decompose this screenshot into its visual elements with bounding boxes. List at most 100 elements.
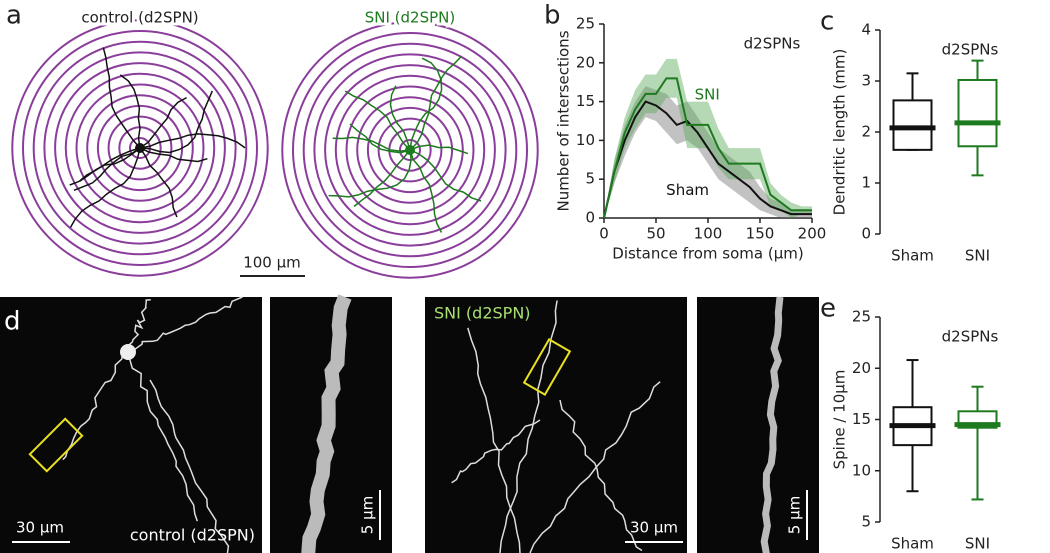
label: control (d2SPN)	[130, 526, 255, 545]
y-tick-label: 2	[861, 123, 871, 141]
chart-title: d2SPNs	[942, 41, 999, 59]
dendrite	[139, 147, 208, 163]
soma	[405, 145, 415, 155]
ring	[22, 30, 258, 266]
ring	[11, 19, 269, 277]
ring	[64, 72, 216, 224]
ring	[366, 106, 454, 194]
soma	[120, 344, 136, 360]
x-tick-label: 200	[798, 225, 827, 243]
label: control (d2SPN)	[81, 9, 198, 27]
scale-label: 30 µm	[630, 519, 678, 537]
scale-label: 30 µm	[16, 519, 64, 537]
process	[467, 327, 521, 553]
y-tick-label: 0	[585, 209, 595, 227]
dendrite	[409, 149, 443, 233]
dendrite	[409, 149, 482, 202]
dendrite	[139, 147, 178, 218]
y-tick-label: 10	[576, 131, 595, 149]
process	[127, 299, 151, 351]
scale-label: 100 µm	[243, 254, 301, 272]
sholl-rings	[11, 19, 539, 279]
dendrite	[119, 74, 141, 149]
soma	[135, 143, 145, 153]
x-tick-label: 150	[746, 225, 775, 243]
dendrite	[73, 147, 141, 191]
chart-title: d2SPNs	[744, 35, 801, 53]
dendrite	[139, 96, 187, 149]
dendrite	[389, 85, 411, 151]
process	[127, 349, 199, 522]
process	[149, 379, 230, 553]
y-axis-label: Number of intersections	[555, 30, 573, 211]
panel-letter: d	[4, 307, 21, 337]
y-tick-label: 25	[852, 308, 871, 326]
process	[760, 296, 784, 553]
dendrite	[409, 55, 463, 151]
image-control	[0, 297, 262, 553]
dendrite	[139, 133, 246, 149]
ring	[292, 32, 528, 268]
y-tick-label: 5	[585, 170, 595, 188]
ring	[302, 42, 518, 258]
dendrite	[344, 90, 411, 151]
process	[559, 399, 643, 552]
x-tick-label: 0	[599, 225, 609, 243]
dendrite	[69, 147, 141, 228]
ring	[313, 53, 507, 247]
ring	[356, 96, 464, 204]
box	[957, 78, 998, 148]
y-tick-label: 4	[861, 21, 871, 39]
error-band	[604, 58, 812, 218]
y-tick-label: 5	[861, 513, 871, 531]
label: SNI (d2SPN)	[434, 304, 531, 323]
label: SNI (d2SPN)	[365, 9, 456, 27]
y-tick-label: 1	[861, 174, 871, 192]
dendrite	[328, 149, 412, 198]
y-axis-label: Dendritic length (mm)	[831, 49, 849, 216]
dendrite	[332, 136, 411, 152]
ring	[345, 85, 475, 215]
y-axis-label: Spine / 10µm	[831, 370, 849, 470]
series-label: Sham	[666, 181, 709, 199]
process	[451, 419, 541, 484]
y-tick-label: 3	[861, 72, 871, 90]
ring	[324, 64, 496, 236]
ring	[107, 115, 173, 181]
dendrite	[353, 149, 411, 208]
roi-box	[28, 417, 84, 473]
x-tick-label: 100	[694, 225, 723, 243]
line	[603, 100, 812, 219]
dendrite	[409, 144, 469, 155]
neuron-tracings	[69, 47, 482, 233]
y-tick-label: 15	[576, 92, 595, 110]
y-tick-label: 15	[852, 410, 871, 428]
process	[62, 349, 129, 461]
x-axis-label: Distance from soma (µm)	[612, 245, 803, 263]
y-tick-label: 25	[576, 15, 595, 33]
dendrite	[139, 90, 213, 154]
dendrite	[79, 147, 141, 182]
ring	[43, 51, 237, 245]
x-tick-label: SNI	[965, 247, 990, 265]
panel-letter: c	[820, 7, 834, 37]
ring	[32, 40, 248, 256]
x-tick-label: SNI	[965, 535, 990, 553]
process	[499, 300, 558, 553]
series-label: SNI	[695, 85, 720, 103]
x-tick-label: 50	[646, 225, 665, 243]
y-tick-label: 20	[576, 53, 595, 71]
process	[301, 294, 352, 553]
panel-letter: b	[544, 1, 561, 31]
dendrite	[409, 57, 443, 151]
x-tick-label: Sham	[891, 247, 934, 265]
micrographs	[0, 294, 819, 553]
ring	[75, 83, 205, 213]
roi-box	[522, 337, 572, 397]
dendrite	[69, 147, 141, 186]
panel-letter: a	[6, 1, 22, 31]
ring	[334, 74, 486, 226]
image-sni-zoom	[697, 297, 819, 553]
dendrite	[349, 123, 411, 154]
